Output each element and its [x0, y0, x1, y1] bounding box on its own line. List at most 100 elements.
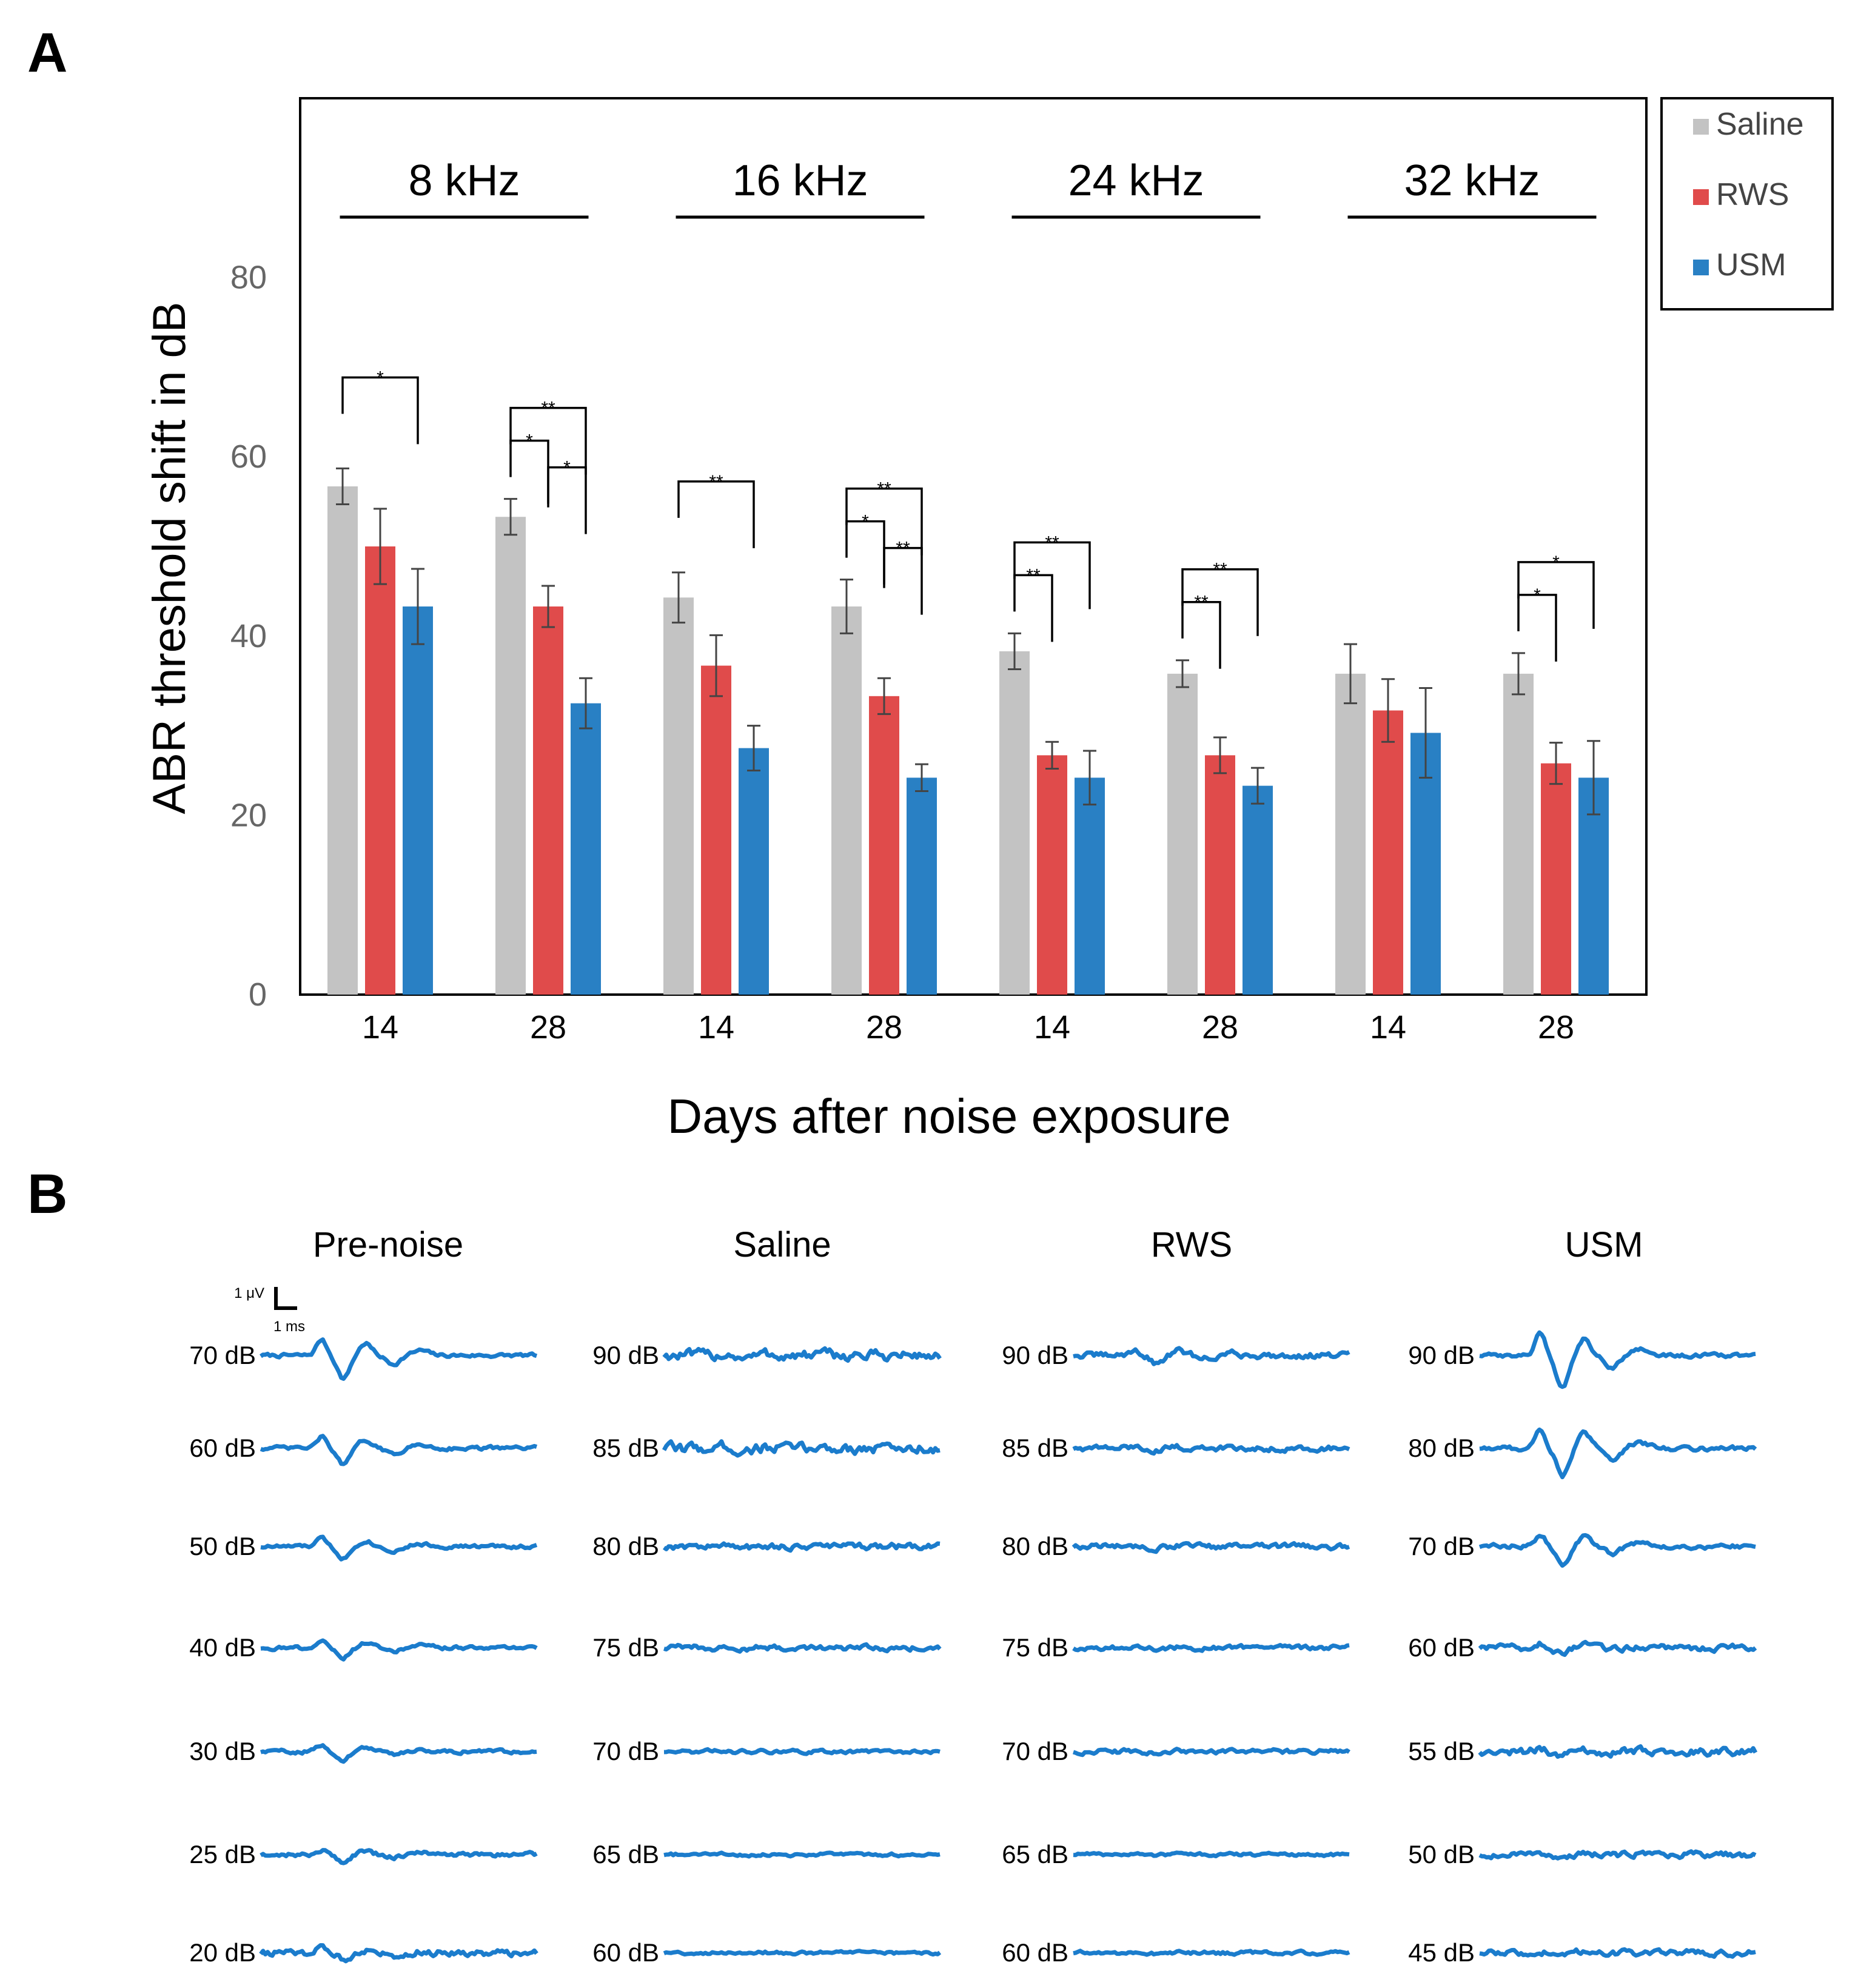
frequency-label: 24 kHz: [1068, 156, 1204, 205]
error-bar: [1344, 643, 1357, 705]
abr-trace: [1479, 1427, 1757, 1480]
significance-bracket: [1181, 568, 1259, 636]
stimulus-level-label: 85 dB: [592, 1434, 659, 1462]
stimulus-level-label: 80 dB: [1002, 1532, 1068, 1560]
legend: Saline RWS USM: [1660, 97, 1834, 311]
legend-label-saline: Saline: [1716, 107, 1804, 142]
significance-label: **: [1194, 593, 1209, 613]
abr-trace: [1478, 1533, 1756, 1568]
stimulus-level-label: 80 dB: [1408, 1434, 1475, 1462]
stimulus-level-label: 80 dB: [592, 1532, 659, 1560]
stimulus-level-label: 70 dB: [1408, 1532, 1475, 1560]
bar-rws: [701, 665, 731, 995]
x-tick-label: 28: [866, 1009, 902, 1046]
stimulus-level-label: 70 dB: [1002, 1737, 1068, 1765]
bar-usm: [739, 748, 769, 995]
error-bar: [877, 677, 891, 715]
error-bar: [747, 725, 760, 771]
abr-trace: [1072, 1541, 1350, 1554]
scale-bar-time: 1 ms: [273, 1318, 305, 1335]
stimulus-level-label: 75 dB: [1002, 1633, 1068, 1662]
significance-label: **: [541, 398, 555, 418]
abr-trace: [1478, 1639, 1757, 1657]
stimulus-level-label: 70 dB: [189, 1341, 256, 1369]
plot-frame: [299, 97, 1648, 996]
error-bar: [915, 763, 928, 792]
stimulus-level-label: 60 dB: [1408, 1633, 1475, 1662]
stimulus-level-label: 65 dB: [1002, 1840, 1068, 1869]
x-tick-label: 14: [1370, 1009, 1406, 1046]
trace-column-title: USM: [1565, 1225, 1643, 1264]
significance-label: *: [563, 458, 571, 478]
significance-label: **: [896, 539, 910, 559]
scale-bar-voltage: 1 μV: [234, 1285, 264, 1301]
frequency-headers: 8 kHz 16 kHz 24 kHz 32 kHz: [340, 156, 1597, 219]
significance-label: *: [377, 368, 384, 388]
legend-swatch-saline: [1693, 119, 1709, 135]
significance-label: *: [526, 431, 533, 451]
x-tick-label: 14: [362, 1009, 398, 1046]
error-bar: [504, 498, 517, 536]
error-bar: [1213, 736, 1227, 774]
error-bar: [1008, 632, 1021, 670]
abr-trace: [1073, 1948, 1350, 1957]
error-bar: [1549, 742, 1563, 785]
stimulus-level-label: 90 dB: [592, 1341, 659, 1369]
y-tick-label: 20: [230, 797, 267, 833]
trace-column-title: Saline: [733, 1225, 831, 1264]
bar-saline: [327, 486, 358, 995]
error-bar: [709, 634, 723, 697]
stimulus-level-label: 90 dB: [1002, 1341, 1068, 1369]
bar-usm: [1075, 777, 1105, 995]
abr-trace: [1073, 1346, 1350, 1366]
bar-rws: [365, 546, 395, 995]
significance-bracket: [845, 487, 923, 556]
stimulus-level-label: 90 dB: [1408, 1341, 1475, 1369]
abr-trace: [662, 1541, 941, 1553]
bar-saline: [495, 517, 526, 995]
x-tick-label: 28: [530, 1009, 566, 1046]
trace-column-title: RWS: [1151, 1225, 1232, 1264]
stimulus-level-label: 60 dB: [189, 1434, 256, 1462]
scale-bar-lines: [274, 1287, 297, 1310]
significance-bracket: [1013, 574, 1053, 642]
abr-trace: [663, 1747, 941, 1756]
bar-rws: [869, 696, 899, 995]
abr-trace: [663, 1642, 942, 1654]
stimulus-level-label: 75 dB: [592, 1633, 659, 1662]
abr-trace: [1072, 1443, 1350, 1456]
error-bar: [1419, 687, 1432, 779]
abr-trace: [663, 1850, 941, 1859]
stimulus-level-label: 70 dB: [592, 1737, 659, 1765]
y-tick-label: 40: [230, 618, 267, 654]
trace-column-title: Pre-noise: [313, 1225, 463, 1264]
bars: [327, 467, 1609, 995]
error-bar: [1512, 652, 1525, 696]
bar-rws: [1205, 755, 1235, 995]
error-bar: [336, 467, 349, 506]
scale-bar: 1 μV 1 ms: [234, 1285, 305, 1335]
abr-trace: [1479, 1947, 1756, 1959]
stimulus-level-label: 55 dB: [1408, 1737, 1475, 1765]
stimulus-level-label: 50 dB: [1408, 1840, 1475, 1869]
stimulus-level-label: 30 dB: [189, 1737, 256, 1765]
stimulus-level-label: 50 dB: [189, 1532, 256, 1560]
y-axis-label: ABR threshold shift in dB: [144, 302, 195, 814]
y-tick-label: 0: [249, 976, 267, 1013]
error-bar: [1381, 678, 1395, 743]
significance-label: **: [1213, 560, 1227, 580]
bar-usm: [907, 777, 937, 995]
abr-trace: [662, 1346, 942, 1363]
abr-trace: [260, 1534, 538, 1562]
abr-trace: [1478, 1744, 1758, 1759]
legend-swatch-usm: [1693, 260, 1709, 275]
bar-usm: [403, 606, 433, 995]
stimulus-level-label: 65 dB: [592, 1840, 659, 1869]
panel-a-label: A: [27, 22, 67, 84]
significance-label: *: [862, 512, 869, 532]
x-tick-label: 14: [698, 1009, 734, 1046]
significance-label: *: [1552, 552, 1560, 573]
abr-trace: [1072, 1747, 1350, 1758]
x-tick-label: 28: [1538, 1009, 1574, 1046]
